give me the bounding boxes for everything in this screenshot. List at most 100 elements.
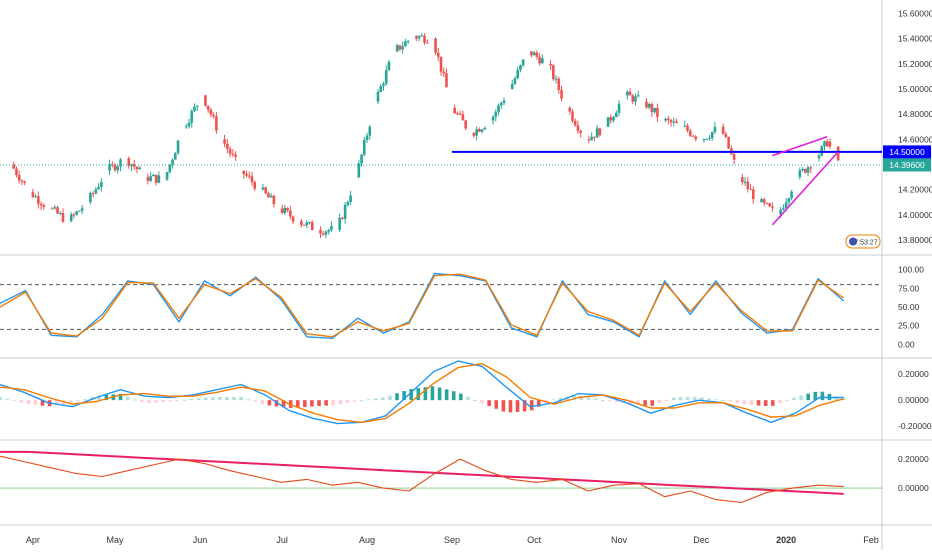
- candle-body: [184, 126, 188, 128]
- candle-body: [346, 201, 350, 205]
- candle-body: [253, 182, 257, 189]
- macd-histogram-bar: [402, 391, 406, 401]
- candle-body: [379, 86, 383, 92]
- macd-histogram-bar: [813, 391, 818, 401]
- candle-body: [456, 113, 459, 115]
- macd-histogram-bar: [260, 400, 265, 404]
- candle-body: [80, 208, 84, 211]
- candle-body: [31, 192, 35, 198]
- candle-body: [499, 102, 503, 106]
- candle-body: [72, 214, 76, 216]
- candle-body: [382, 83, 385, 87]
- macd-histogram-bar: [480, 400, 484, 404]
- candle-body: [39, 203, 43, 206]
- candle-body: [683, 125, 687, 127]
- y-tick-label: 13.80000: [898, 235, 932, 245]
- candle-body: [384, 70, 388, 84]
- macd-histogram-bar: [778, 400, 782, 404]
- candle-body: [516, 70, 519, 79]
- candle-body: [206, 105, 210, 110]
- candle-body: [417, 36, 421, 39]
- macd-histogram-bar: [225, 397, 229, 401]
- candle-body: [749, 188, 752, 190]
- candle-body: [269, 195, 273, 198]
- candle-body: [656, 107, 659, 117]
- x-tick-label: May: [107, 535, 125, 545]
- y-tick-label: 0.20000: [898, 369, 929, 379]
- candle-body: [398, 45, 402, 50]
- candle-body: [113, 164, 117, 171]
- y-tick-label: 14.20000: [898, 185, 932, 195]
- candle-body: [17, 174, 21, 181]
- candle-body: [820, 146, 824, 156]
- macd-histogram-bar: [770, 400, 775, 406]
- candle-body: [445, 73, 448, 88]
- macd-histogram-bar: [735, 400, 740, 403]
- candle-body: [782, 208, 785, 210]
- candle-body: [280, 208, 284, 213]
- candle-body: [319, 229, 322, 234]
- candle-body: [669, 120, 673, 123]
- macd-histogram-bar: [515, 400, 520, 412]
- macd-histogram-bar: [310, 400, 314, 407]
- candle-body: [286, 207, 289, 211]
- candle-body: [341, 217, 344, 219]
- candle-body: [472, 133, 476, 136]
- candle-body: [168, 164, 172, 173]
- candle-body: [111, 164, 114, 166]
- candle-body: [376, 91, 380, 102]
- candle-body: [625, 91, 629, 96]
- candle-body: [360, 154, 363, 164]
- candle-body: [423, 35, 426, 43]
- candle-body: [387, 61, 391, 71]
- macd-histogram-bar: [76, 400, 80, 402]
- macd-histogram-bar: [692, 397, 697, 401]
- macd-histogram-bar: [700, 397, 704, 401]
- macd-histogram-bar: [388, 395, 392, 401]
- candle-body: [609, 117, 613, 121]
- candle-body: [195, 105, 199, 107]
- macd-histogram-bar: [607, 400, 612, 402]
- candle-body: [541, 58, 544, 64]
- macd-histogram-bar: [487, 400, 491, 407]
- candle-body: [212, 114, 215, 117]
- candle-body: [478, 129, 481, 132]
- candle-body: [289, 210, 292, 217]
- candle-body: [250, 176, 254, 183]
- macd-histogram-bar: [161, 400, 165, 403]
- candle-body: [231, 153, 235, 155]
- flag-icon-text: 7:53:27: [854, 240, 877, 247]
- candle-body: [436, 52, 440, 57]
- candle-body: [349, 195, 352, 202]
- macd-histogram-bar: [395, 393, 399, 401]
- x-tick-label: Sep: [444, 535, 460, 545]
- axis-labels: Apr May Jun Jul Aug Sep Oct Nov Dec 2020 Feb 15.600…: [26, 9, 932, 545]
- x-tick-label: Jun: [193, 535, 208, 545]
- candle-body: [130, 164, 133, 166]
- candle-body: [790, 191, 793, 199]
- macd-histogram-bar: [196, 398, 201, 401]
- macd-histogram-bar: [714, 399, 718, 401]
- candle-body: [401, 46, 404, 50]
- candle-body: [94, 189, 98, 194]
- y-tick-label: 15.00000: [898, 84, 932, 94]
- macd-histogram-bar: [189, 398, 194, 401]
- candle-body: [300, 221, 303, 225]
- candle-body: [530, 51, 533, 56]
- candle-body: [705, 138, 708, 140]
- candle-body: [464, 120, 467, 129]
- macd-histogram-bar: [303, 400, 307, 407]
- candle-body: [321, 233, 325, 235]
- macd-histogram-bar: [295, 400, 300, 408]
- candle-body: [636, 95, 640, 97]
- hline-price-label: 14.50000: [889, 147, 925, 157]
- macd-histogram-bar: [466, 396, 470, 401]
- candle-body: [519, 65, 522, 71]
- y-tick-label: 50.00: [898, 302, 920, 312]
- macd-histogram-bar: [806, 393, 811, 401]
- macd-histogram-bar: [650, 400, 655, 406]
- x-tick-label: Feb: [863, 535, 879, 545]
- wedge-lower-line: [771, 151, 839, 226]
